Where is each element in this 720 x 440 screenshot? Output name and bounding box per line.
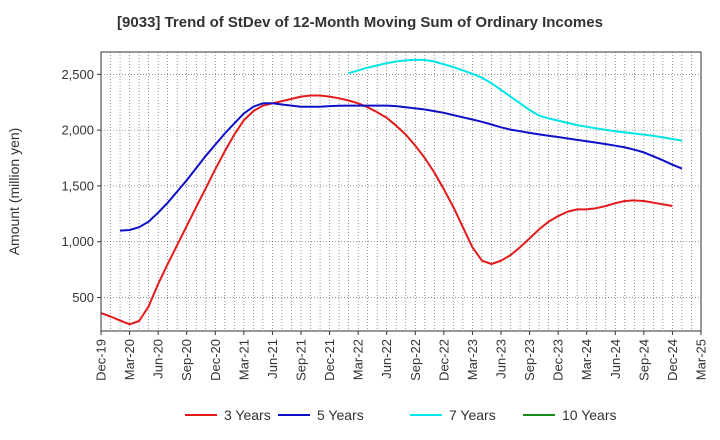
x-tick-label: Dec-24 (665, 339, 680, 381)
x-tick-label: Jun-24 (608, 339, 623, 379)
x-tick-label: Dec-21 (322, 339, 337, 381)
x-tick-label: Sep-21 (294, 339, 309, 381)
chart-title: [9033] Trend of StDev of 12-Month Moving… (117, 14, 603, 31)
y-tick-label: 2,500 (61, 67, 94, 82)
x-tick-label: Dec-20 (208, 339, 223, 381)
legend-label: 5 Years (317, 407, 364, 423)
x-tick-label: Mar-24 (579, 339, 594, 380)
y-axis: 500 1,000 1,500 2,000 2,500 (61, 67, 101, 305)
x-tick-label: Dec-19 (94, 339, 109, 381)
legend-label: 3 Years (224, 407, 271, 423)
x-tick-label: Dec-22 (436, 339, 451, 381)
x-tick-label: Mar-22 (351, 339, 366, 380)
x-tick-label: Sep-24 (636, 339, 651, 381)
x-tick-label: Jun-20 (151, 339, 166, 379)
x-tick-label: Sep-22 (408, 339, 423, 381)
x-tick-label: Jun-21 (265, 339, 280, 379)
series-line-3-years (100, 94, 673, 326)
series-lines (100, 58, 683, 326)
series-line-7-years (348, 58, 683, 142)
x-tick-label: Mar-25 (694, 339, 709, 380)
y-tick-label: 1,500 (61, 178, 94, 193)
y-tick-label: 1,000 (61, 234, 94, 249)
y-tick-label: 500 (72, 290, 94, 305)
x-tick-label: Mar-20 (122, 339, 137, 380)
y-axis-title: Amount (million yen) (6, 128, 22, 256)
x-tick-label: Jun-22 (379, 339, 394, 379)
x-tick-label: Mar-21 (236, 339, 251, 380)
legend: 3 Years 5 Years 7 Years 10 Years (185, 407, 617, 423)
legend-label: 10 Years (562, 407, 617, 423)
x-tick-label: Sep-20 (179, 339, 194, 381)
legend-label: 7 Years (449, 407, 496, 423)
gridlines (101, 52, 701, 331)
x-tick-label: Jun-23 (494, 339, 509, 379)
plot-frame (100, 51, 702, 332)
y-tick-label: 2,000 (61, 123, 94, 138)
series-line-5-years (119, 102, 683, 232)
x-tick-label: Dec-23 (551, 339, 566, 381)
x-tick-label: Sep-23 (522, 339, 537, 381)
x-axis: Dec-19 Mar-20 Jun-20 Sep-20 Dec-20 Mar-21 Jun-… (94, 331, 709, 381)
x-tick-label: Mar-23 (465, 339, 480, 380)
